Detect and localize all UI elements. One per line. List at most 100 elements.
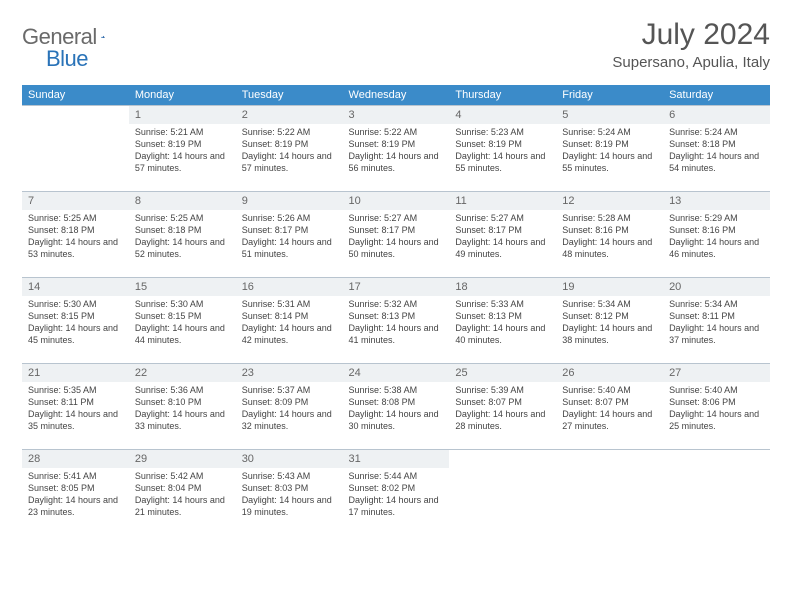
sunset-text: Sunset: 8:13 PM — [455, 310, 550, 322]
calendar-cell: 16Sunrise: 5:31 AMSunset: 8:14 PMDayligh… — [236, 278, 343, 364]
sunset-text: Sunset: 8:11 PM — [669, 310, 764, 322]
calendar-cell: 31Sunrise: 5:44 AMSunset: 8:02 PMDayligh… — [343, 450, 450, 536]
daylight-text: Daylight: 14 hours and 46 minutes. — [669, 236, 764, 260]
sunset-text: Sunset: 8:15 PM — [28, 310, 123, 322]
month-title: July 2024 — [612, 18, 770, 52]
daylight-text: Daylight: 14 hours and 57 minutes. — [135, 150, 230, 174]
day-number: 10 — [343, 192, 450, 210]
day-number: 22 — [129, 364, 236, 382]
daylight-text: Daylight: 14 hours and 32 minutes. — [242, 408, 337, 432]
sunset-text: Sunset: 8:19 PM — [562, 138, 657, 150]
calendar-cell: . — [22, 106, 129, 192]
sunrise-text: Sunrise: 5:21 AM — [135, 126, 230, 138]
sunrise-text: Sunrise: 5:23 AM — [455, 126, 550, 138]
daylight-text: Daylight: 14 hours and 54 minutes. — [669, 150, 764, 174]
calendar-cell: 12Sunrise: 5:28 AMSunset: 8:16 PMDayligh… — [556, 192, 663, 278]
day-number: 23 — [236, 364, 343, 382]
day-number: 12 — [556, 192, 663, 210]
daylight-text: Daylight: 14 hours and 19 minutes. — [242, 494, 337, 518]
sunrise-text: Sunrise: 5:40 AM — [669, 384, 764, 396]
day-number: 6 — [663, 106, 770, 124]
daylight-text: Daylight: 14 hours and 35 minutes. — [28, 408, 123, 432]
sunset-text: Sunset: 8:12 PM — [562, 310, 657, 322]
sunrise-text: Sunrise: 5:40 AM — [562, 384, 657, 396]
day-number: 7 — [22, 192, 129, 210]
calendar-cell: . — [663, 450, 770, 536]
calendar-cell: 30Sunrise: 5:43 AMSunset: 8:03 PMDayligh… — [236, 450, 343, 536]
sunrise-text: Sunrise: 5:34 AM — [562, 298, 657, 310]
daylight-text: Daylight: 14 hours and 57 minutes. — [242, 150, 337, 174]
daylight-text: Daylight: 14 hours and 45 minutes. — [28, 322, 123, 346]
daylight-text: Daylight: 14 hours and 28 minutes. — [455, 408, 550, 432]
sunrise-text: Sunrise: 5:36 AM — [135, 384, 230, 396]
day-number: 14 — [22, 278, 129, 296]
daylight-text: Daylight: 14 hours and 42 minutes. — [242, 322, 337, 346]
daylight-text: Daylight: 14 hours and 53 minutes. — [28, 236, 123, 260]
daylight-text: Daylight: 14 hours and 44 minutes. — [135, 322, 230, 346]
sunset-text: Sunset: 8:18 PM — [28, 224, 123, 236]
sunrise-text: Sunrise: 5:30 AM — [135, 298, 230, 310]
sunrise-text: Sunrise: 5:38 AM — [349, 384, 444, 396]
sunset-text: Sunset: 8:19 PM — [242, 138, 337, 150]
day-header: Tuesday — [236, 85, 343, 106]
calendar-cell: 19Sunrise: 5:34 AMSunset: 8:12 PMDayligh… — [556, 278, 663, 364]
calendar-week: 7Sunrise: 5:25 AMSunset: 8:18 PMDaylight… — [22, 192, 770, 278]
daylight-text: Daylight: 14 hours and 17 minutes. — [349, 494, 444, 518]
day-number: 27 — [663, 364, 770, 382]
calendar-cell: 24Sunrise: 5:38 AMSunset: 8:08 PMDayligh… — [343, 364, 450, 450]
day-number: 31 — [343, 450, 450, 468]
calendar-cell: 18Sunrise: 5:33 AMSunset: 8:13 PMDayligh… — [449, 278, 556, 364]
sunset-text: Sunset: 8:13 PM — [349, 310, 444, 322]
day-number: 21 — [22, 364, 129, 382]
sunset-text: Sunset: 8:19 PM — [455, 138, 550, 150]
daylight-text: Daylight: 14 hours and 41 minutes. — [349, 322, 444, 346]
daylight-text: Daylight: 14 hours and 37 minutes. — [669, 322, 764, 346]
calendar-cell: 17Sunrise: 5:32 AMSunset: 8:13 PMDayligh… — [343, 278, 450, 364]
calendar-cell: 3Sunrise: 5:22 AMSunset: 8:19 PMDaylight… — [343, 106, 450, 192]
sunset-text: Sunset: 8:19 PM — [349, 138, 444, 150]
calendar-cell: 6Sunrise: 5:24 AMSunset: 8:18 PMDaylight… — [663, 106, 770, 192]
day-number: 4 — [449, 106, 556, 124]
daylight-text: Daylight: 14 hours and 21 minutes. — [135, 494, 230, 518]
sunrise-text: Sunrise: 5:34 AM — [669, 298, 764, 310]
daylight-text: Daylight: 14 hours and 56 minutes. — [349, 150, 444, 174]
daylight-text: Daylight: 14 hours and 49 minutes. — [455, 236, 550, 260]
sunrise-text: Sunrise: 5:24 AM — [562, 126, 657, 138]
calendar-cell: 5Sunrise: 5:24 AMSunset: 8:19 PMDaylight… — [556, 106, 663, 192]
day-header-row: Sunday Monday Tuesday Wednesday Thursday… — [22, 85, 770, 106]
calendar-cell: 15Sunrise: 5:30 AMSunset: 8:15 PMDayligh… — [129, 278, 236, 364]
sunrise-text: Sunrise: 5:27 AM — [349, 212, 444, 224]
day-number: 26 — [556, 364, 663, 382]
calendar-cell: 26Sunrise: 5:40 AMSunset: 8:07 PMDayligh… — [556, 364, 663, 450]
sunrise-text: Sunrise: 5:30 AM — [28, 298, 123, 310]
sunrise-text: Sunrise: 5:43 AM — [242, 470, 337, 482]
calendar-cell: 11Sunrise: 5:27 AMSunset: 8:17 PMDayligh… — [449, 192, 556, 278]
calendar-cell: 13Sunrise: 5:29 AMSunset: 8:16 PMDayligh… — [663, 192, 770, 278]
sunset-text: Sunset: 8:07 PM — [455, 396, 550, 408]
sunrise-text: Sunrise: 5:24 AM — [669, 126, 764, 138]
day-number: 11 — [449, 192, 556, 210]
sunset-text: Sunset: 8:14 PM — [242, 310, 337, 322]
day-number: 13 — [663, 192, 770, 210]
calendar-cell: 10Sunrise: 5:27 AMSunset: 8:17 PMDayligh… — [343, 192, 450, 278]
daylight-text: Daylight: 14 hours and 51 minutes. — [242, 236, 337, 260]
day-number: 5 — [556, 106, 663, 124]
calendar-cell: 8Sunrise: 5:25 AMSunset: 8:18 PMDaylight… — [129, 192, 236, 278]
calendar-cell: 23Sunrise: 5:37 AMSunset: 8:09 PMDayligh… — [236, 364, 343, 450]
calendar-cell: 22Sunrise: 5:36 AMSunset: 8:10 PMDayligh… — [129, 364, 236, 450]
sunset-text: Sunset: 8:06 PM — [669, 396, 764, 408]
calendar-cell: 1Sunrise: 5:21 AMSunset: 8:19 PMDaylight… — [129, 106, 236, 192]
sunset-text: Sunset: 8:10 PM — [135, 396, 230, 408]
sunrise-text: Sunrise: 5:22 AM — [349, 126, 444, 138]
day-number: 17 — [343, 278, 450, 296]
daylight-text: Daylight: 14 hours and 30 minutes. — [349, 408, 444, 432]
title-block: July 2024 Supersano, Apulia, Italy — [612, 18, 770, 71]
calendar-cell: 2Sunrise: 5:22 AMSunset: 8:19 PMDaylight… — [236, 106, 343, 192]
sunset-text: Sunset: 8:17 PM — [455, 224, 550, 236]
calendar-week: 14Sunrise: 5:30 AMSunset: 8:15 PMDayligh… — [22, 278, 770, 364]
day-header: Friday — [556, 85, 663, 106]
day-number: 29 — [129, 450, 236, 468]
daylight-text: Daylight: 14 hours and 52 minutes. — [135, 236, 230, 260]
daylight-text: Daylight: 14 hours and 27 minutes. — [562, 408, 657, 432]
day-number: 16 — [236, 278, 343, 296]
